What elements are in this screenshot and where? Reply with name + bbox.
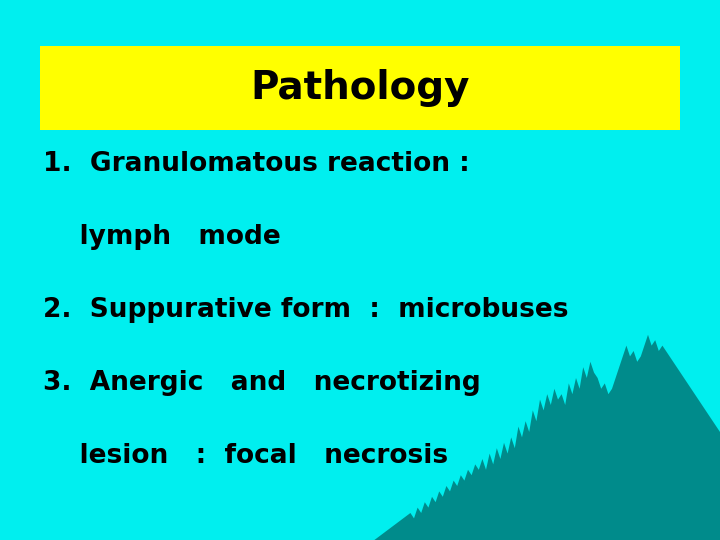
Text: 1.  Granulomatous reaction :: 1. Granulomatous reaction : xyxy=(43,151,488,177)
Text: lesion   :  focal   necrosis: lesion : focal necrosis xyxy=(43,443,449,469)
Polygon shape xyxy=(360,335,720,540)
Text: Pathology: Pathology xyxy=(251,69,469,107)
Text: lymph   mode: lymph mode xyxy=(43,224,281,250)
Text: 2.  Suppurative form  :  microbuses: 2. Suppurative form : microbuses xyxy=(43,297,569,323)
Text: 3.  Anergic   and   necrotizing: 3. Anergic and necrotizing xyxy=(43,370,481,396)
FancyBboxPatch shape xyxy=(40,46,680,130)
